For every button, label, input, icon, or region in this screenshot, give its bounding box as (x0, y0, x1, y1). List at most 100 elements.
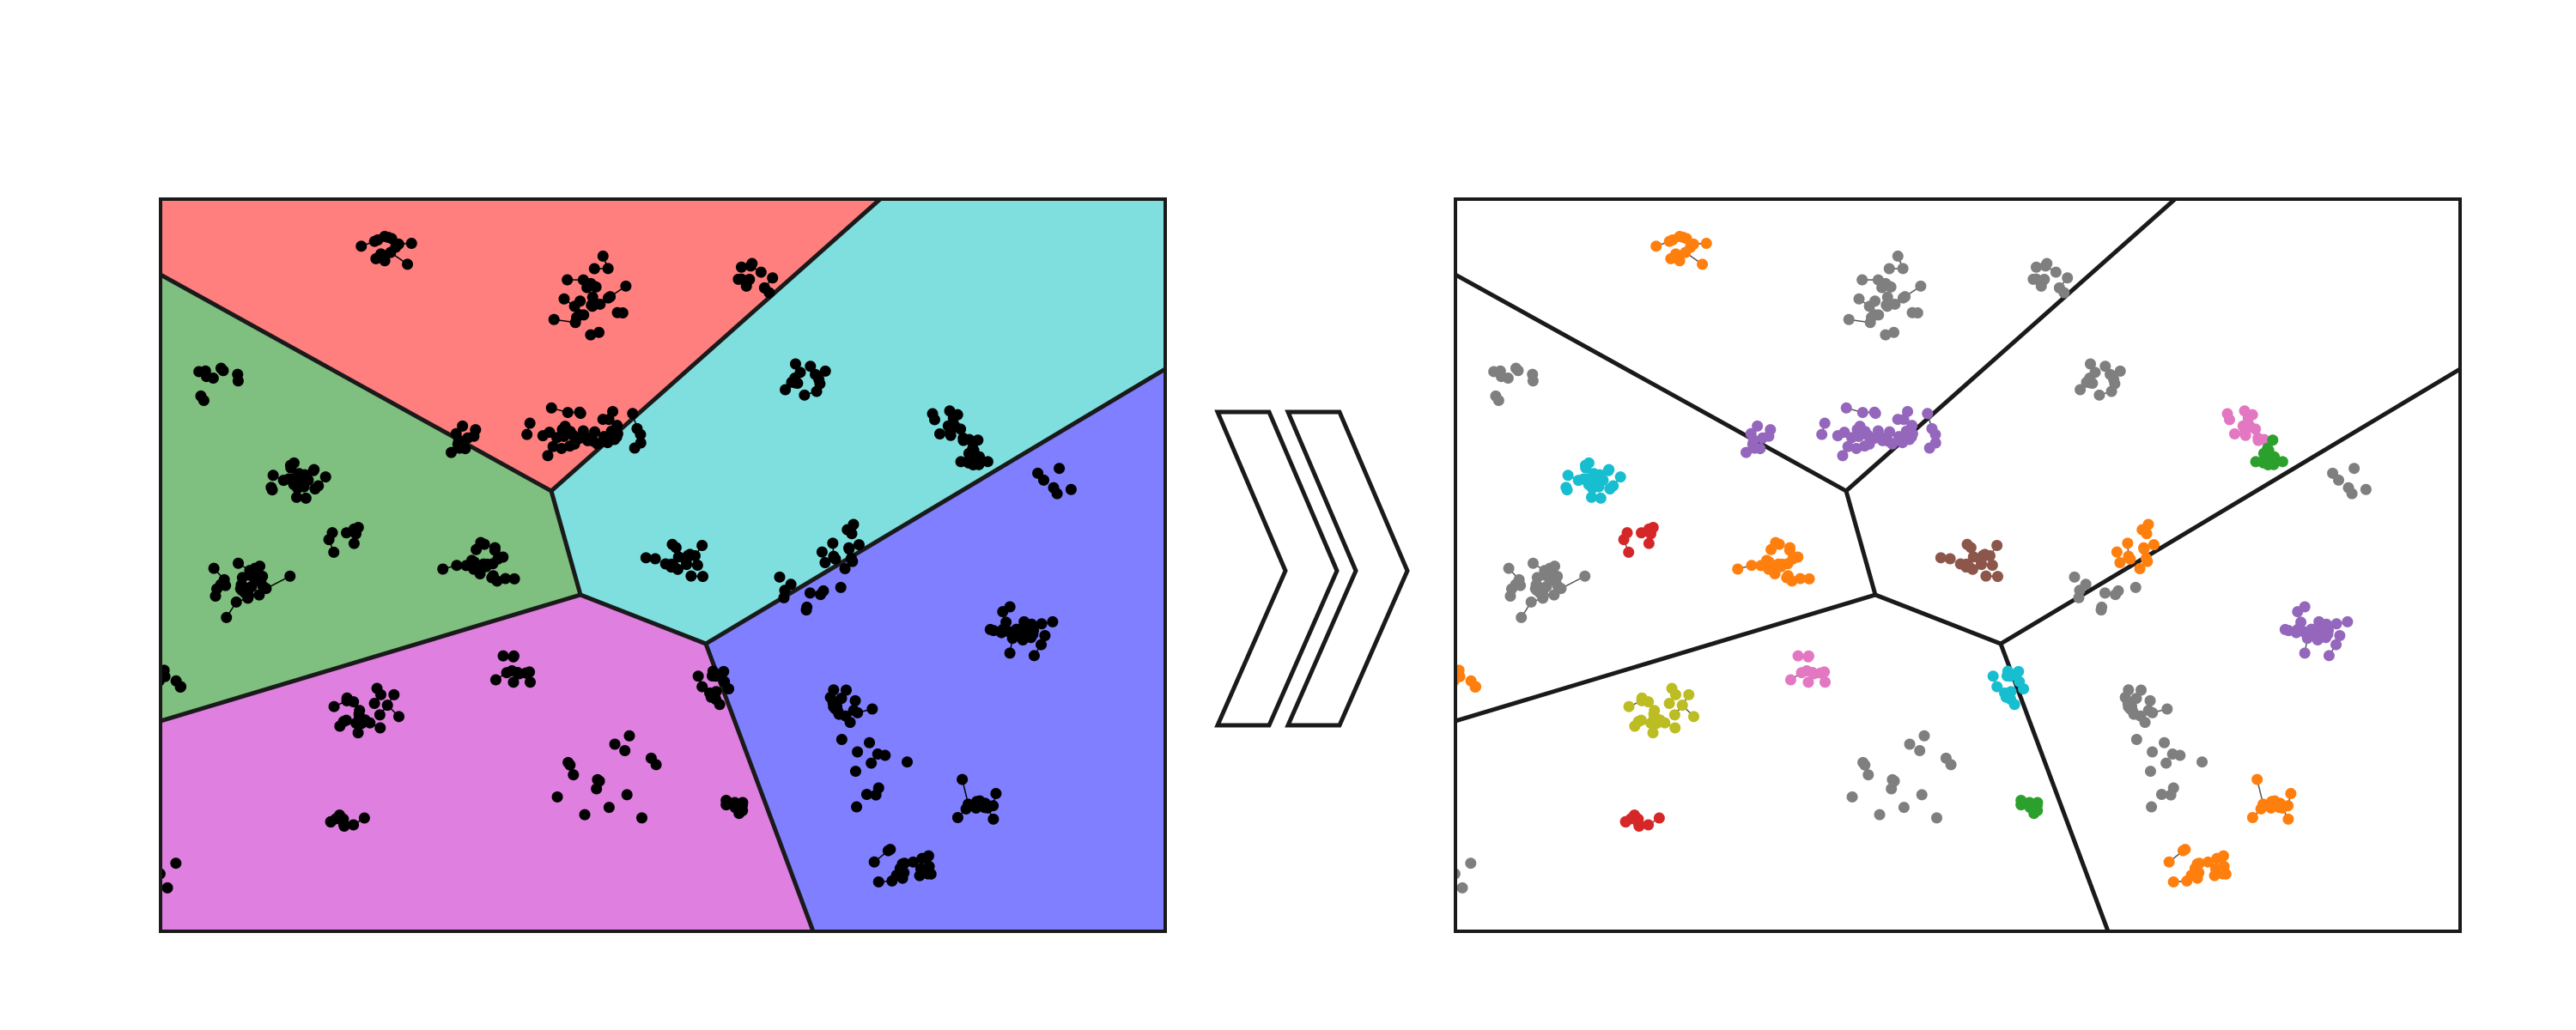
data-point (405, 238, 417, 250)
data-point (696, 681, 708, 693)
data-point (617, 307, 629, 319)
data-point (709, 670, 721, 682)
data-point (767, 272, 779, 284)
cluster-point (2080, 579, 2092, 591)
data-point (352, 727, 364, 739)
cluster-point (1886, 438, 1899, 450)
cluster-point (2330, 639, 2342, 651)
cluster-point (2251, 773, 2263, 785)
data-point (355, 240, 368, 252)
cluster-point (2193, 857, 2205, 869)
data-point (816, 546, 828, 558)
cluster-point (1585, 491, 1597, 503)
cluster-point (2099, 587, 2111, 599)
cluster-point (1757, 432, 1769, 444)
data-point (562, 427, 574, 439)
region-cyan (551, 199, 1165, 644)
cluster-point (1439, 863, 1450, 874)
data-point (872, 748, 884, 760)
cluster-point (2111, 546, 2123, 558)
data-point (929, 414, 941, 426)
cluster-point (2257, 456, 2269, 468)
data-point (815, 589, 827, 601)
cluster-point (1632, 716, 1644, 728)
cluster-point (2134, 563, 2146, 575)
data-point (758, 282, 770, 294)
cluster-point (2146, 801, 2158, 813)
cluster-point (1645, 528, 1657, 540)
cluster-point (2155, 789, 2167, 801)
data-point (962, 456, 974, 468)
data-point (137, 873, 148, 884)
cluster-point (2262, 442, 2274, 454)
cluster-point (1619, 816, 1631, 828)
data-point (562, 756, 574, 768)
data-point (755, 266, 767, 278)
data-point (474, 568, 486, 580)
data-point (951, 811, 963, 823)
cluster-point (1636, 694, 1648, 706)
cluster-point (1893, 431, 1905, 443)
cluster-point (1967, 551, 1979, 563)
cluster-point (1783, 542, 1795, 554)
right-panel (1431, 197, 2462, 933)
cluster-point (2135, 684, 2147, 696)
cluster-point (1846, 432, 1858, 444)
data-point (545, 402, 557, 414)
cluster-point (1904, 433, 1916, 445)
cluster-point (1929, 428, 1941, 440)
data-point (849, 694, 861, 706)
data-point (558, 293, 570, 305)
cluster-point (2008, 699, 2020, 711)
data-point (1065, 483, 1077, 495)
cluster-point (1888, 326, 1900, 338)
data-point (670, 542, 682, 554)
cluster-point (2302, 627, 2314, 639)
data-point (957, 432, 969, 444)
data-point (266, 484, 278, 496)
cluster-point (2015, 794, 2027, 806)
data-point (907, 856, 919, 868)
cluster-point (1663, 698, 1675, 710)
cluster-point (1527, 375, 1539, 387)
cluster-point (1607, 480, 1619, 492)
data-point (987, 813, 999, 825)
boundary-line (1844, 490, 1878, 596)
cluster-point (1777, 558, 1789, 570)
data-point (835, 734, 848, 746)
cluster-point (1688, 711, 1700, 723)
cluster-point (2142, 518, 2154, 530)
cluster-point (2342, 482, 2354, 494)
cluster-point (1792, 551, 1804, 563)
data-point (402, 258, 414, 270)
boundary-line (1998, 643, 2111, 931)
cluster-point (1773, 538, 1785, 550)
data-point (489, 542, 501, 554)
cluster-point (1918, 730, 1930, 742)
data-point (1004, 601, 1016, 613)
cluster-point (1552, 580, 1564, 592)
cluster-point (2282, 625, 2294, 637)
cluster-point (2165, 789, 2177, 801)
cluster-point (1820, 676, 1832, 688)
cluster-point (1516, 611, 1528, 623)
cluster-point (2110, 589, 2122, 601)
cluster-point (1431, 873, 1443, 884)
cluster-point (2138, 543, 2150, 555)
data-point (635, 437, 647, 449)
data-point (847, 555, 859, 567)
data-point (951, 409, 963, 421)
data-point (525, 676, 537, 688)
data-point (819, 556, 831, 568)
cluster-point (2313, 615, 2325, 627)
data-point (245, 570, 257, 582)
data-point (884, 844, 896, 856)
data-point (1021, 629, 1033, 641)
cluster-point (1916, 789, 1928, 801)
cluster-point (2159, 736, 2171, 748)
data-point (602, 263, 614, 275)
cluster-point (1745, 427, 1757, 439)
data-point (828, 684, 840, 696)
data-point (358, 812, 370, 824)
data-point (337, 818, 349, 830)
